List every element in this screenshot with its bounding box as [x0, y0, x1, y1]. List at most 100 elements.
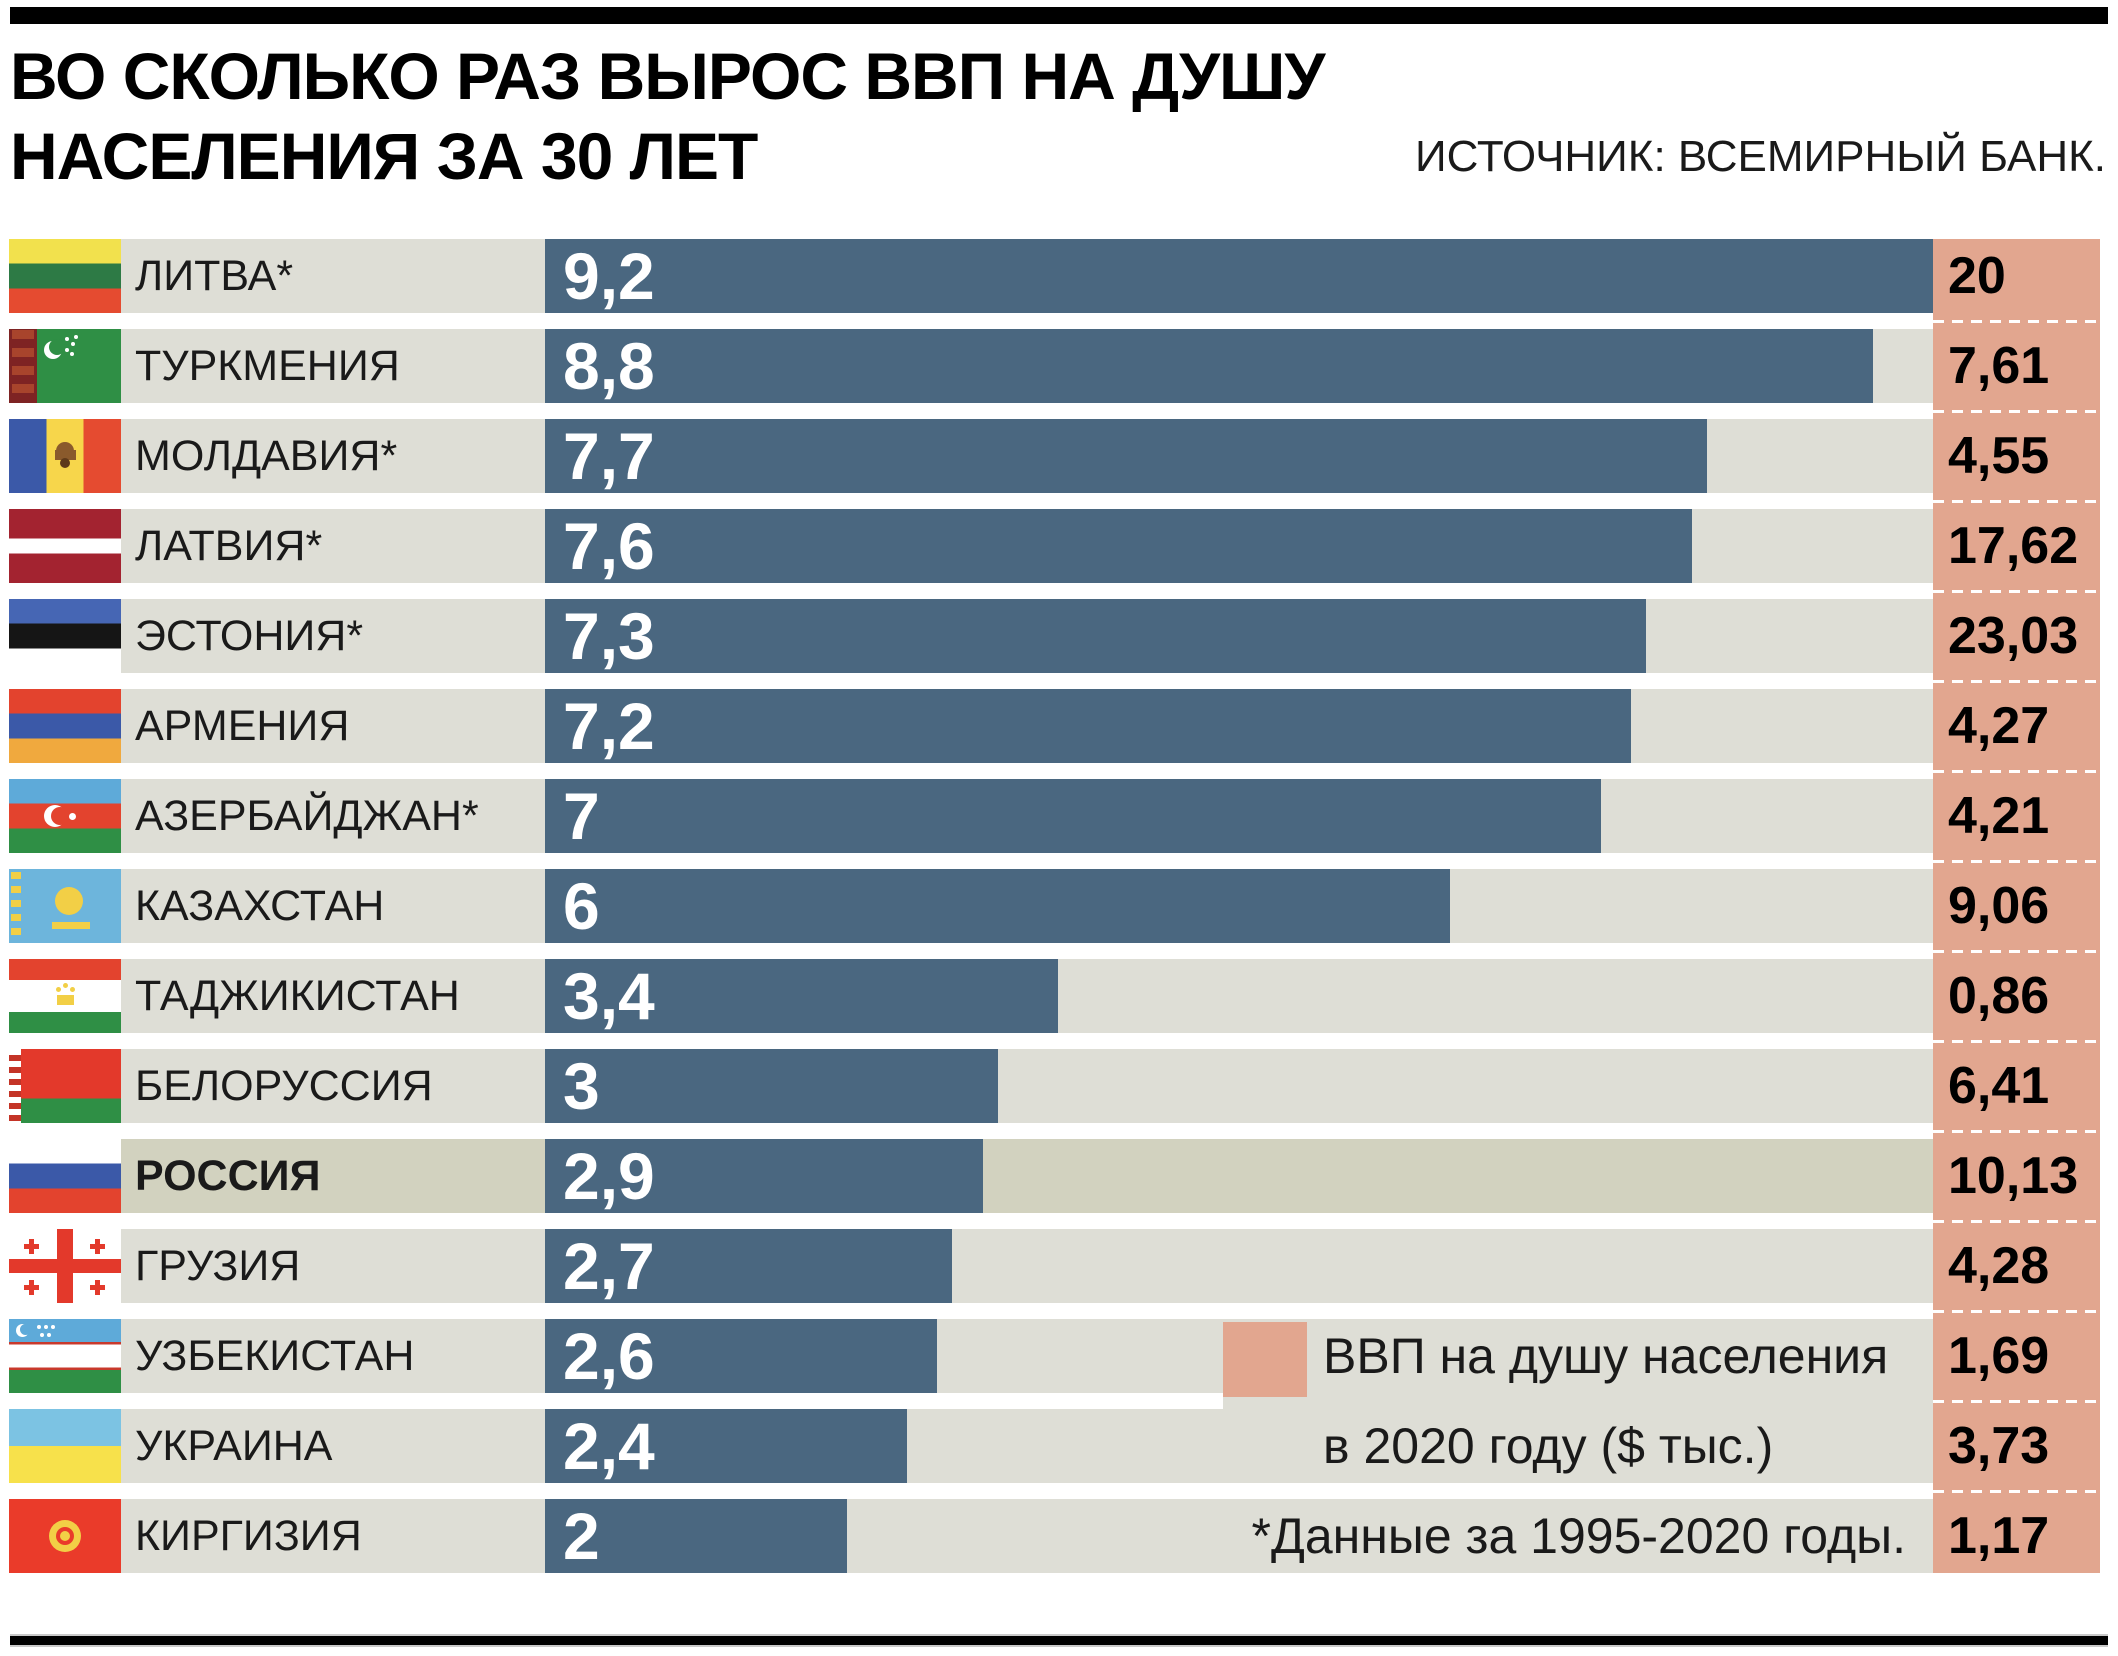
flag-layer: [9, 1049, 121, 1123]
flag-layer: [9, 1049, 22, 1123]
growth-bar-belarus: 3: [545, 1049, 998, 1123]
country-label-moldova: МОЛДАВИЯ*: [135, 431, 398, 480]
row-lithuania: ЛИТВА* 9,2: [0, 239, 2118, 313]
pink-dashed-separator: [1933, 410, 2100, 413]
pink-dashed-separator: [1933, 500, 2100, 503]
row-strip: [121, 1139, 1933, 1213]
flag-layer: [74, 335, 78, 339]
flag-layer: [69, 986, 75, 992]
country-label-georgia: ГРУЗИЯ: [135, 1241, 301, 1290]
row-uzbekistan: УЗБЕКИСТАН 2,6: [0, 1319, 2118, 1393]
gdp-2020-value-tajikistan: 0,86: [1948, 967, 2050, 1025]
growth-bar-tajikistan: 3,4: [545, 959, 1058, 1033]
gdp-2020-value-estonia: 23,03: [1948, 607, 2079, 665]
growth-value-kyrgyzstan: 2: [563, 1499, 600, 1573]
country-label-russia: РОССИЯ: [135, 1151, 321, 1200]
pink-dashed-separator: [1933, 1220, 2100, 1223]
growth-value-ukraine: 2,4: [563, 1409, 655, 1483]
gdp-2020-value-belarus: 6,41: [1948, 1057, 2050, 1115]
growth-bar-uzbekistan: 2,6: [545, 1319, 937, 1393]
flag-layer: [60, 1531, 70, 1541]
row-tajikistan: ТАДЖИКИСТАН 3,4: [0, 959, 2118, 1033]
flag-layer: [9, 1139, 121, 1213]
flag-layer: [9, 239, 121, 313]
flag-layer: [28, 1279, 34, 1295]
row-strip: [121, 1049, 1933, 1123]
flag-layer: [65, 348, 69, 352]
legend-text-line1: ВВП на душу населения: [1323, 1328, 1889, 1384]
flag-layer: [51, 1325, 55, 1329]
growth-bar-kyrgyzstan: 2: [545, 1499, 847, 1573]
gdp-2020-value-kazakhstan: 9,06: [1948, 877, 2050, 935]
legend-text-line2: в 2020 году ($ тыс.): [1323, 1418, 1774, 1474]
footnote: *Данные за 1995-2020 годы.: [1251, 1508, 1906, 1564]
row-strip: [121, 1409, 1933, 1483]
row-latvia: ЛАТВИЯ* 7,6: [0, 509, 2118, 583]
flag-layer: [49, 339, 65, 355]
growth-bar-ukraine: 2,4: [545, 1409, 907, 1483]
flag-layer: [71, 342, 75, 346]
row-belarus: БЕЛОРУССИЯ 3: [0, 1049, 2118, 1123]
country-label-lithuania: ЛИТВА*: [135, 251, 294, 300]
growth-bar-latvia: 7,6: [545, 509, 1692, 583]
flag-layer: [70, 352, 74, 356]
flag-tajikistan-icon: [9, 959, 121, 1033]
growth-bar-lithuania: 9,2: [545, 239, 1933, 313]
flag-layer: [19, 1323, 31, 1335]
country-label-kazakhstan: КАЗАХСТАН: [135, 881, 385, 930]
flag-layer: [94, 1279, 100, 1295]
flag-layer: [40, 1333, 44, 1337]
growth-value-belarus: 3: [563, 1049, 600, 1123]
page-title-line2: НАСЕЛЕНИЯ ЗА 30 ЛЕТ: [10, 119, 758, 193]
growth-bar-kazakhstan: 6: [545, 869, 1450, 943]
gdp-2020-value-kyrgyzstan: 1,17: [1948, 1507, 2050, 1565]
growth-bar-armenia: 7,2: [545, 689, 1631, 763]
growth-bar-georgia: 2,7: [545, 1229, 952, 1303]
flag-uzbekistan-icon: [9, 1319, 121, 1393]
page-title-line1: ВО СКОЛЬКО РАЗ ВЫРОС ВВП НА ДУШУ: [10, 39, 1325, 113]
growth-value-kazakhstan: 6: [563, 869, 600, 943]
growth-value-moldova: 7,7: [563, 419, 655, 493]
row-moldova: МОЛДАВИЯ* 7,7: [0, 419, 2118, 493]
pink-dashed-separator: [1933, 950, 2100, 953]
row-strip: [121, 1229, 1933, 1303]
flag-layer: [51, 922, 90, 929]
pink-dashed-separator: [1933, 590, 2100, 593]
pink-dashed-separator: [1933, 1130, 2100, 1133]
flag-layer: [54, 450, 77, 461]
flag-turkmenistan-icon: [9, 329, 121, 403]
growth-bar-moldova: 7,7: [545, 419, 1707, 493]
flag-ukraine-icon: [9, 1409, 121, 1483]
growth-value-armenia: 7,2: [563, 689, 655, 763]
flag-layer: [9, 689, 121, 763]
gdp-2020-value-lithuania: 20: [1948, 247, 2006, 305]
country-label-latvia: ЛАТВИЯ*: [135, 521, 323, 570]
gdp-2020-value-uzbekistan: 1,69: [1948, 1327, 2050, 1385]
flag-layer: [9, 1409, 121, 1483]
growth-bar-turkmenistan: 8,8: [545, 329, 1873, 403]
row-armenia: АРМЕНИЯ 7,2: [0, 689, 2118, 763]
flag-layer: [57, 994, 74, 1005]
gdp-2020-value-armenia: 4,27: [1948, 697, 2050, 755]
country-label-azerbaijan: АЗЕРБАЙДЖАН*: [135, 791, 479, 840]
country-label-uzbekistan: УЗБЕКИСТАН: [135, 1331, 415, 1380]
flag-layer: [94, 1238, 100, 1254]
pink-dashed-separator: [1933, 1040, 2100, 1043]
gdp-2020-value-ukraine: 3,73: [1948, 1417, 2050, 1475]
row-kazakhstan: КАЗАХСТАН 6: [0, 869, 2118, 943]
gdp-2020-value-turkmenistan: 7,61: [1948, 337, 2050, 395]
flag-layer: [9, 599, 121, 673]
flag-layer: [57, 1229, 73, 1303]
country-label-ukraine: УКРАИНА: [135, 1421, 333, 1470]
row-strip: [121, 1319, 1933, 1393]
growth-value-azerbaijan: 7: [563, 779, 600, 853]
flag-latvia-icon: [9, 509, 121, 583]
bottom-rule: [10, 1634, 2108, 1647]
pink-dashed-separator: [1933, 1490, 2100, 1493]
growth-bar-russia: 2,9: [545, 1139, 983, 1213]
flag-layer: [60, 458, 70, 468]
pink-dashed-separator: [1933, 320, 2100, 323]
pink-dashed-separator: [1933, 860, 2100, 863]
row-estonia: ЭСТОНИЯ* 7,3: [0, 599, 2118, 673]
flag-layer: [65, 337, 69, 341]
